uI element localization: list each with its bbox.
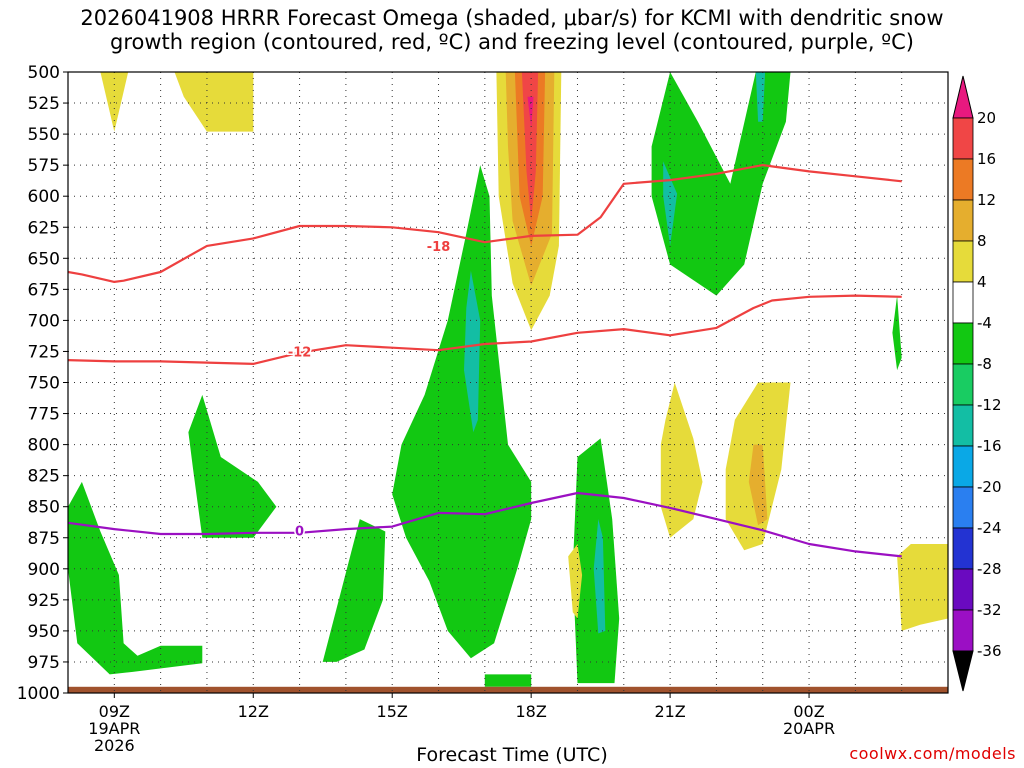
x-tick-label-18Z-0: 18Z <box>515 702 546 721</box>
y-tick-label-925: 925 <box>28 591 60 611</box>
colorbar-bin-3 <box>952 240 974 283</box>
colorbar-label--32: -32 <box>977 601 1002 619</box>
omega-region-0 <box>100 72 129 132</box>
y-tick-label-825: 825 <box>28 467 60 487</box>
title-line-2: growth region (contoured, red, ºC) and f… <box>110 30 914 54</box>
omega-region-14 <box>322 519 386 662</box>
x-tick-label-12Z-0: 12Z <box>238 702 269 721</box>
colorbar-under-arrow <box>952 650 974 692</box>
x-tick-label-15Z-0: 15Z <box>377 702 408 721</box>
omega-region-8 <box>663 161 678 246</box>
freezing-level: 0 <box>68 491 902 558</box>
freezing-level-label: 0 <box>295 524 304 539</box>
colorbar-bin-8 <box>952 445 974 488</box>
colorbar-label--16: -16 <box>977 437 1002 455</box>
x-tick-label-00Z-0: 00Z <box>793 702 824 721</box>
dgz-contour-0-label: -18 <box>427 240 451 255</box>
freezing-level-line <box>68 491 902 558</box>
colorbar-label--36: -36 <box>977 642 1002 660</box>
y-tick-label-875: 875 <box>28 529 60 549</box>
surface-strip <box>68 686 948 693</box>
x-tick-label-21Z-0: 21Z <box>654 702 685 721</box>
x-tick-label-00Z-1: 20APR <box>783 719 835 738</box>
y-tick-label-1000: 1000 <box>17 684 60 704</box>
colorbar-label--24: -24 <box>977 519 1002 537</box>
dgz-contour-0: -18 <box>68 164 902 283</box>
x-tick-label-09Z-2: 2026 <box>94 736 135 755</box>
omega-region-18 <box>892 295 902 371</box>
colorbar-label-8: 8 <box>977 232 987 250</box>
colorbar-bin-0 <box>952 117 974 160</box>
y-tick-label-800: 800 <box>28 436 60 456</box>
y-tick-label-750: 750 <box>28 374 60 394</box>
omega-region-19 <box>660 382 703 538</box>
colorbar-bin-4 <box>952 281 974 324</box>
colorbar-label-4: 4 <box>977 273 987 291</box>
y-tick-label-725: 725 <box>28 342 60 362</box>
chart-title: 2026041908 HRRR Forecast Omega (shaded, … <box>0 6 1024 54</box>
colorbar: -36 -32 -28 -24 -20 -16 -12 -8 -4 4 8 12 16 20 <box>952 75 1002 692</box>
y-tick-label-625: 625 <box>28 218 60 238</box>
y-tick-label-600: 600 <box>28 187 60 207</box>
title-line-1: 2026041908 HRRR Forecast Omega (shaded, … <box>80 6 944 30</box>
dgz-contour-1-label: -12 <box>288 345 312 360</box>
omega-region-5 <box>521 72 539 221</box>
y-tick-label-650: 650 <box>28 249 60 269</box>
y-tick-label-525: 525 <box>28 94 60 114</box>
omega-region-6 <box>527 96 534 128</box>
dgz-contour-1-line <box>68 294 902 365</box>
omega-region-23 <box>897 544 948 631</box>
colorbar-bin-6 <box>952 363 974 406</box>
omega-region-16 <box>593 519 606 634</box>
y-axis: 500 525 550 575 600 625 650 675 700 725 750 775 800 8… <box>17 63 68 704</box>
x-axis-label: Forecast Time (UTC) <box>416 744 608 766</box>
y-tick-label-500: 500 <box>28 63 60 83</box>
colorbar-label--20: -20 <box>977 478 1002 496</box>
omega-region-21 <box>748 444 768 526</box>
x-tick-label-09Z-1: 19APR <box>88 719 140 738</box>
y-tick-label-550: 550 <box>28 125 60 145</box>
omega-region-12 <box>68 481 203 675</box>
colorbar-bin-2 <box>952 199 974 242</box>
dgz-contour-0-line <box>68 164 902 283</box>
omega-shading <box>68 72 948 687</box>
omega-region-13 <box>188 394 277 538</box>
omega-region-10 <box>392 165 532 659</box>
y-tick-label-775: 775 <box>28 405 60 425</box>
colorbar-label-20: 20 <box>977 109 996 127</box>
colorbar-bin-5 <box>952 322 974 365</box>
colorbar-label--12: -12 <box>977 396 1002 414</box>
y-tick-label-700: 700 <box>28 311 60 331</box>
colorbar-bin-7 <box>952 404 974 447</box>
y-tick-label-850: 850 <box>28 498 60 518</box>
x-tick-label-09Z-0: 09Z <box>99 702 130 721</box>
colorbar-bin-11 <box>952 568 974 611</box>
colorbar-bin-10 <box>952 527 974 570</box>
y-tick-label-975: 975 <box>28 653 60 673</box>
omega-region-11 <box>464 270 481 433</box>
dgz-contour-1: -12 <box>68 294 902 365</box>
colorbar-label--28: -28 <box>977 560 1002 578</box>
omega-region-7 <box>651 72 791 296</box>
colorbar-bin-1 <box>952 158 974 201</box>
y-tick-label-575: 575 <box>28 156 60 176</box>
y-tick-label-675: 675 <box>28 280 60 300</box>
omega-region-1 <box>174 72 254 132</box>
colorbar-label--4: -4 <box>977 314 992 332</box>
colorbar-bin-9 <box>952 486 974 529</box>
y-tick-label-900: 900 <box>28 560 60 580</box>
colorbar-label--8: -8 <box>977 355 992 373</box>
colorbar-bin-12 <box>952 609 974 652</box>
source-credit: coolwx.com/models <box>849 744 1016 763</box>
colorbar-over-arrow <box>952 75 974 119</box>
colorbar-label-12: 12 <box>977 191 996 209</box>
y-tick-label-950: 950 <box>28 622 60 642</box>
omega-region-17 <box>484 674 532 687</box>
colorbar-label-16: 16 <box>977 150 996 168</box>
